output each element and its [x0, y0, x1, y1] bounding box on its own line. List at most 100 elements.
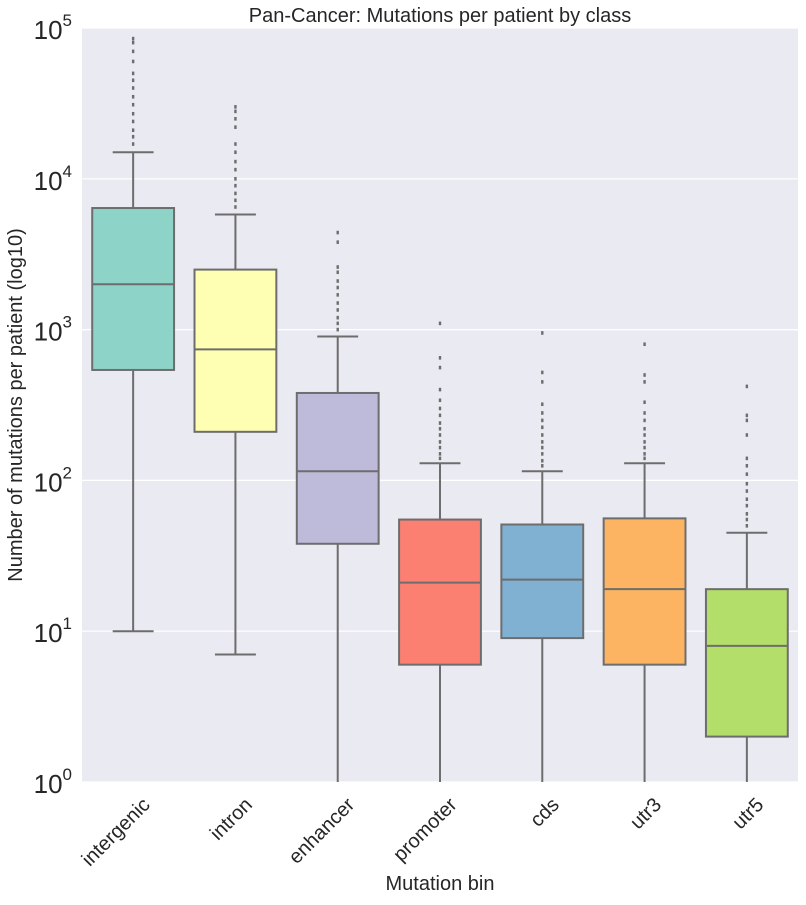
outlier-point: [438, 387, 442, 392]
y-tick-label: 104: [34, 162, 72, 196]
outlier-point: [131, 78, 135, 83]
outlier-point: [131, 142, 135, 146]
x-tick-label: intergenic: [78, 794, 155, 871]
box-body: [398, 518, 482, 666]
x-tick-label: promoter: [389, 794, 461, 866]
x-tick-labels: intergenic intron enhancer promoter cds utr3 u…: [78, 794, 769, 871]
outlier-point: [438, 413, 442, 418]
outlier-point: [131, 119, 135, 124]
outlier-point: [131, 40, 135, 45]
box-intergenic: [91, 36, 176, 633]
outlier-point: [541, 463, 544, 468]
outlier-point: [336, 270, 339, 275]
outlier-point: [643, 342, 646, 347]
outlier-point: [745, 523, 749, 528]
outlier-point: [336, 301, 339, 305]
outlier-point: [234, 109, 237, 114]
outlier-point: [234, 159, 237, 164]
outlier-point: [438, 406, 442, 411]
outlier-point: [336, 293, 339, 297]
outlier-point: [745, 472, 749, 476]
box-body: [602, 517, 687, 666]
y-tick-label: 105: [34, 11, 72, 45]
y-tick-label: 101: [34, 614, 72, 648]
x-tick-label: intron: [206, 794, 257, 845]
box-body: [295, 391, 380, 545]
y-tick-label: 103: [34, 313, 72, 347]
box-body: [193, 268, 278, 433]
y-axis-label: Number of mutations per patient (log10): [5, 228, 27, 582]
box-body: [704, 588, 789, 738]
outlier-point: [234, 191, 237, 196]
outlier-point: [438, 356, 442, 360]
outlier-point: [541, 445, 544, 450]
outlier-point: [643, 433, 646, 437]
outlier-point: [541, 370, 544, 375]
outlier-point: [541, 425, 544, 430]
outlier-point: [541, 458, 544, 463]
x-tick-label: utr5: [728, 794, 768, 834]
outlier-point: [541, 418, 544, 423]
outlier-point: [438, 433, 442, 437]
outlier-point: [745, 517, 749, 522]
outlier-point: [131, 102, 135, 107]
y-tick-label: 100: [34, 765, 72, 799]
outlier-point: [541, 411, 544, 415]
outlier-point: [131, 111, 135, 116]
outlier-point: [234, 105, 237, 109]
outlier-point: [438, 445, 442, 450]
outlier-point: [438, 426, 442, 431]
outlier-point: [643, 452, 646, 456]
outlier-point: [541, 331, 544, 335]
outlier-point: [438, 440, 442, 444]
outlier-point: [438, 321, 442, 326]
box-body: [91, 207, 176, 371]
outlier-point: [745, 481, 749, 486]
outlier-point: [234, 198, 237, 203]
outlier-point: [438, 452, 442, 456]
outlier-point: [234, 183, 237, 188]
outlier-point: [643, 373, 646, 377]
chart-title: Pan-Cancer: Mutations per patient by cla…: [249, 5, 631, 27]
outlier-point: [541, 452, 544, 456]
outlier-point: [643, 380, 646, 384]
outlier-point: [336, 308, 339, 312]
outlier-point: [643, 418, 646, 423]
outlier-point: [643, 440, 646, 444]
outlier-point: [541, 433, 544, 437]
boxes-layer: [91, 36, 789, 782]
outlier-point: [745, 512, 749, 516]
y-tick-label: 102: [34, 463, 72, 497]
outlier-point: [438, 398, 442, 403]
box-intron: [193, 105, 278, 656]
outlier-point: [234, 205, 237, 209]
outlier-point: [234, 177, 237, 181]
outlier-point: [234, 142, 237, 146]
outlier-point: [745, 489, 749, 493]
outlier-point: [745, 384, 749, 389]
outlier-point: [234, 167, 237, 172]
outlier-point: [336, 279, 339, 283]
outlier-point: [131, 86, 135, 90]
outlier-point: [131, 71, 135, 76]
outlier-point: [541, 402, 544, 407]
box-cds: [500, 331, 585, 782]
outlier-point: [336, 321, 339, 326]
outlier-point: [336, 327, 339, 332]
outlier-point: [643, 411, 646, 415]
box-utr5: [704, 384, 789, 782]
outlier-point: [438, 421, 442, 425]
outlier-point: [131, 59, 135, 64]
outlier-point: [745, 463, 749, 468]
box-enhancer: [295, 230, 380, 782]
outlier-point: [643, 400, 646, 405]
x-tick-label: utr3: [626, 794, 666, 834]
x-tick-label: enhancer: [285, 794, 360, 869]
outlier-point: [643, 426, 646, 431]
outlier-point: [336, 240, 339, 244]
outlier-point: [336, 285, 339, 290]
box-utr3: [602, 342, 687, 782]
outlier-point: [131, 134, 135, 139]
outlier-point: [131, 128, 135, 133]
